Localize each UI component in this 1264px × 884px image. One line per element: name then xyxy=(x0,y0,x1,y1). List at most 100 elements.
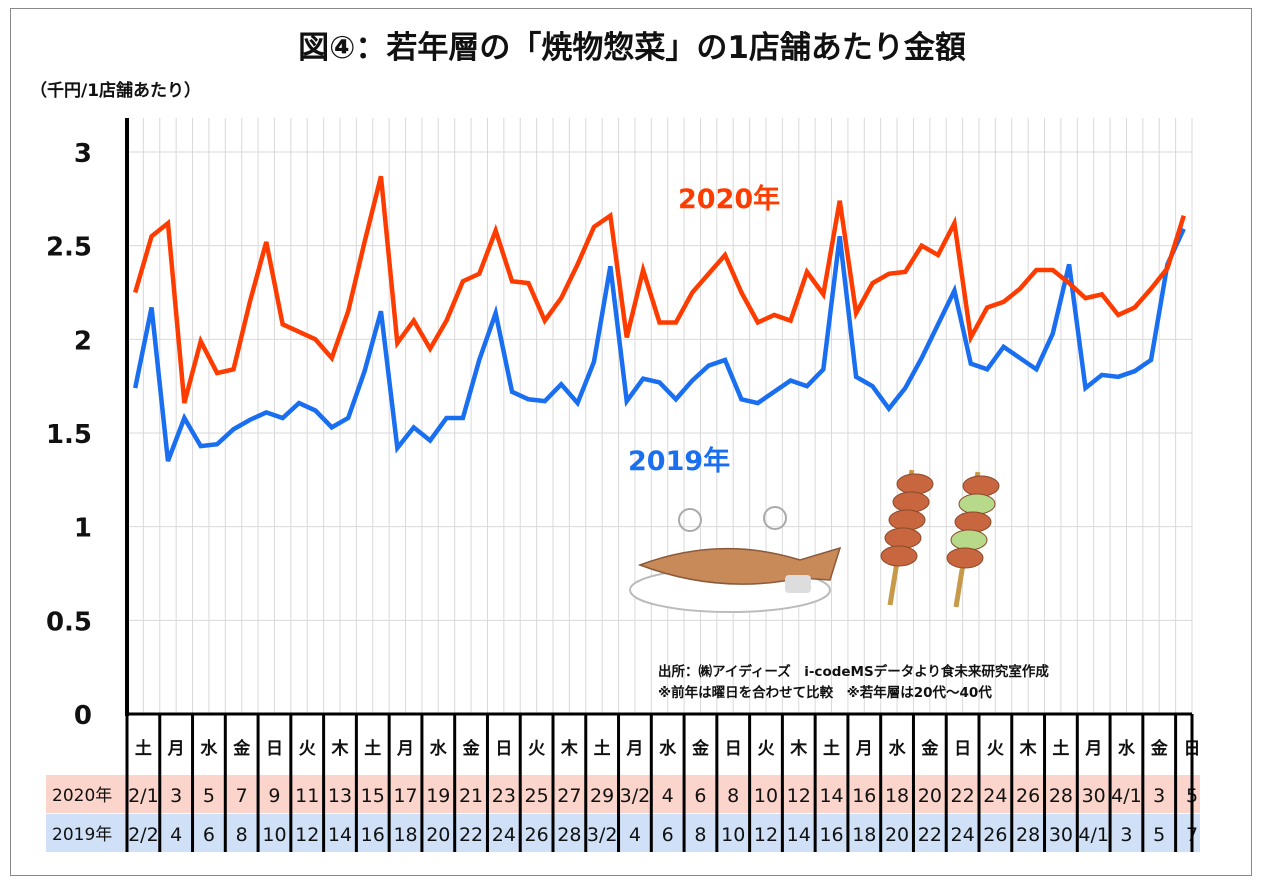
weekday-label: 水 xyxy=(889,738,907,759)
date-label: 18 xyxy=(852,824,876,846)
steam-puff xyxy=(678,508,702,532)
weekday-label: 金 xyxy=(1150,738,1169,759)
date-label: 26 xyxy=(1016,785,1040,807)
y-tick-label: 0.5 xyxy=(46,607,92,637)
weekday-label: 金 xyxy=(462,738,481,759)
y-axis-unit-label: （千円/1店舗あたり） xyxy=(30,81,202,101)
date-label: 24 xyxy=(492,824,516,846)
date-label: 18 xyxy=(885,785,909,807)
date-label: 10 xyxy=(754,785,778,807)
y-tick-label: 1.5 xyxy=(46,420,92,450)
weekday-label: 火 xyxy=(758,739,776,759)
weekday-label: 木 xyxy=(560,738,579,759)
weekday-label: 月 xyxy=(167,739,185,759)
date-label: 24 xyxy=(951,824,975,846)
date-label: 8 xyxy=(236,824,248,846)
date-label: 17 xyxy=(393,785,417,807)
meat-piece xyxy=(896,473,934,495)
date-label: 23 xyxy=(492,785,516,807)
weekday-label: 金 xyxy=(920,738,939,759)
weekday-label: 日 xyxy=(954,739,971,759)
date-label: 2/1 xyxy=(128,785,159,807)
date-label: 4/1 xyxy=(1078,824,1109,846)
date-label: 10 xyxy=(262,824,286,846)
date-label: 4 xyxy=(170,824,182,846)
series-label-2020: 2020年 xyxy=(678,183,780,215)
date-label: 6 xyxy=(203,824,215,846)
date-label: 12 xyxy=(787,785,811,807)
date-label: 27 xyxy=(557,785,581,807)
meat-piece xyxy=(884,527,922,549)
weekday-label: 木 xyxy=(789,738,808,759)
date-label: 6 xyxy=(662,824,674,846)
date-label: 28 xyxy=(1016,824,1040,846)
weekday-label: 土 xyxy=(1052,738,1069,759)
date-label: 16 xyxy=(852,785,876,807)
meat-piece xyxy=(892,491,930,513)
date-label: 3 xyxy=(1153,785,1165,807)
weekday-label: 日 xyxy=(725,739,742,759)
date-label: 10 xyxy=(721,824,745,846)
yakitori-illustration xyxy=(880,469,1000,608)
date-label: 4 xyxy=(662,785,674,807)
weekday-label: 月 xyxy=(1084,739,1102,759)
date-row-background xyxy=(46,775,1200,813)
date-label: 16 xyxy=(819,824,843,846)
series-line-2019 xyxy=(132,227,1186,462)
weekday-label: 月 xyxy=(855,739,873,759)
y-tick-label: 1 xyxy=(74,514,92,544)
meat-piece xyxy=(888,509,926,531)
date-label: 15 xyxy=(361,785,385,807)
chart-frame xyxy=(10,8,1252,876)
weekday-label: 月 xyxy=(396,739,414,759)
date-label: 25 xyxy=(525,785,549,807)
date-label: 11 xyxy=(295,785,319,807)
y-tick-label: 2.5 xyxy=(46,233,92,263)
date-label: 5 xyxy=(1153,824,1165,846)
meat-piece xyxy=(962,475,1000,497)
date-label: 14 xyxy=(787,824,811,846)
weekday-label: 日 xyxy=(266,739,283,759)
date-row-label: 2019年 xyxy=(52,825,112,845)
meat-piece xyxy=(880,545,918,567)
date-label: 7 xyxy=(236,785,248,807)
y-tick-label: 3 xyxy=(74,139,92,169)
date-label: 3 xyxy=(1120,824,1132,846)
y-tick-label: 2 xyxy=(74,326,92,356)
weekday-label: 木 xyxy=(1019,738,1038,759)
date-label: 20 xyxy=(426,824,450,846)
weekday-label: 月 xyxy=(625,739,643,759)
date-label: 20 xyxy=(885,824,909,846)
weekday-label: 水 xyxy=(1118,738,1136,759)
weekday-label: 土 xyxy=(594,738,611,759)
meat-piece xyxy=(946,547,984,569)
weekday-label: 火 xyxy=(987,739,1005,759)
date-label: 22 xyxy=(918,824,942,846)
meat-piece xyxy=(958,493,996,515)
date-label: 9 xyxy=(268,785,280,807)
date-label: 3/2 xyxy=(620,785,651,807)
meat-piece xyxy=(950,529,988,551)
date-row-background xyxy=(46,814,1200,852)
date-label: 29 xyxy=(590,785,614,807)
date-label: 26 xyxy=(983,824,1007,846)
weekday-label: 土 xyxy=(364,738,381,759)
date-label: 20 xyxy=(918,785,942,807)
weekday-label: 土 xyxy=(135,738,152,759)
source-line-2: ※前年は曜日を合わせて比較 ※若年層は20代～40代 xyxy=(658,685,992,701)
date-label: 6 xyxy=(694,785,706,807)
date-label: 14 xyxy=(328,824,352,846)
date-label: 19 xyxy=(426,785,450,807)
weekday-label: 水 xyxy=(430,738,448,759)
weekday-label: 金 xyxy=(232,738,251,759)
series-line-2020 xyxy=(133,175,1186,404)
date-label: 5 xyxy=(203,785,215,807)
weekday-label: 水 xyxy=(200,738,218,759)
chart-title: 図④：若年層の「焼物惣菜」の1店舗あたり金額 xyxy=(298,30,966,66)
date-label: 8 xyxy=(694,824,706,846)
weekday-label: 水 xyxy=(659,738,677,759)
weekday-label: 金 xyxy=(691,738,710,759)
date-label: 3 xyxy=(170,785,182,807)
date-label: 8 xyxy=(727,785,739,807)
